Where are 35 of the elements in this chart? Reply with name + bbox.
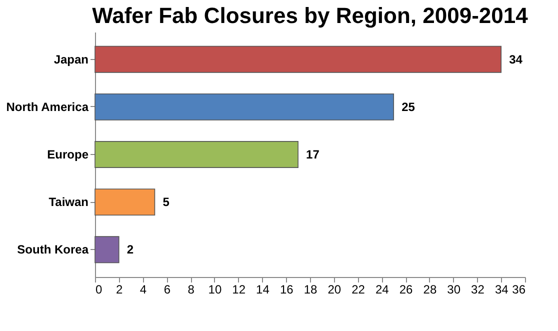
x-tick-label: 0 [96, 282, 102, 296]
x-tick-label: 14 [256, 282, 270, 296]
y-tick-label: South Korea [17, 242, 89, 257]
x-tick-label: 32 [471, 282, 485, 296]
x-tick-label: 6 [164, 282, 171, 296]
x-tick-label: 24 [375, 282, 390, 296]
x-tick-label: 20 [328, 282, 342, 296]
y-tick-label: Japan [54, 52, 88, 66]
x-tick-label: 4 [140, 282, 147, 296]
x-tick-label: 2 [116, 282, 124, 296]
x-tick-label: 26 [399, 282, 414, 296]
bar [94, 93, 394, 120]
bar [94, 236, 120, 264]
data-label: 34 [509, 52, 523, 66]
x-tick-label: 10 [208, 282, 222, 296]
x-tick-label: 30 [447, 282, 461, 296]
data-label: 2 [126, 242, 134, 257]
chart-title: Wafer Fab Closures by Region, 2009-2014 [92, 3, 529, 28]
data-label: 5 [162, 195, 170, 210]
bar [94, 141, 298, 168]
x-tick-label: 16 [280, 282, 294, 296]
bar [94, 46, 502, 73]
x-tick-label: 18 [304, 282, 318, 296]
x-tick-label: 34 [494, 282, 509, 296]
y-tick-label: North America [6, 100, 89, 114]
x-tick-label: 12 [232, 282, 246, 296]
data-label: 25 [402, 100, 416, 114]
x-tick-label: 8 [188, 282, 195, 296]
data-label: 17 [306, 148, 320, 162]
x-tick-label: 22 [352, 282, 366, 296]
y-tick-label: Europe [47, 148, 89, 162]
y-tick-label: Taiwan [48, 195, 88, 210]
x-tick-label: 28 [423, 282, 437, 296]
bar [94, 188, 156, 216]
x-tick-label: 36 [512, 282, 526, 296]
